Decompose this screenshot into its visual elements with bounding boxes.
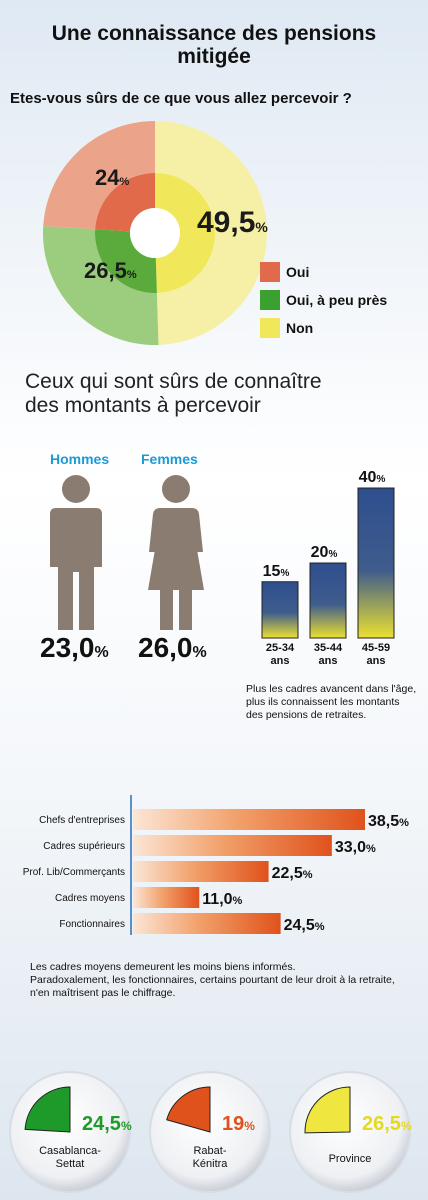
- section-heading-line-2: des montants à percevoir: [25, 394, 261, 417]
- title-line-1: Une connaissance des pensions: [51, 22, 377, 45]
- legend-label-apeupres: Oui, à peu près: [286, 292, 388, 308]
- profession-bar-label: Cadres moyens: [55, 893, 125, 904]
- donut-value-apeupres: 26,5: [84, 258, 127, 283]
- age-bar-value: 20%: [311, 544, 338, 561]
- donut-value-oui: 24: [95, 165, 120, 190]
- age-note-line-1: Plus les cadres avancent dans l'âge,: [246, 683, 417, 695]
- age-bar-label: 45-59: [362, 642, 390, 654]
- donut-label-apeupres: 26,5%: [84, 258, 137, 283]
- age-bar-label-unit: ans: [319, 655, 338, 667]
- age-note-line-3: des pensions de retraites.: [246, 709, 367, 721]
- title-line-2: mitigée: [177, 45, 251, 68]
- profession-bar-value: 22,5%: [272, 865, 313, 882]
- region-value: 24,5%: [82, 1113, 132, 1135]
- profession-note-line-2: Paradoxalement, les fonctionnaires, cert…: [30, 974, 395, 986]
- legend-label-oui: Oui: [286, 264, 310, 280]
- age-bar-label-unit: ans: [367, 655, 386, 667]
- profession-bar-value: 24,5%: [284, 917, 325, 934]
- legend-item-apeupres: Oui, à peu près: [260, 290, 387, 310]
- age-bar-value: 15%: [263, 563, 290, 580]
- profession-note: Les cadres moyens demeurent les moins bi…: [30, 961, 410, 1000]
- profession-bar-chart: Chefs d'entreprises 38,5% Cadres supérieur…: [23, 795, 409, 935]
- man-head: [62, 475, 90, 503]
- profession-bar: [133, 887, 200, 908]
- man-body: [50, 508, 102, 630]
- donut-hole: [130, 208, 180, 258]
- region-wedge: [24, 1086, 71, 1133]
- legend-swatch-oui: [260, 262, 280, 282]
- age-bar: [309, 562, 347, 639]
- profession-bar-label: Cadres supérieurs: [43, 841, 125, 852]
- men-value-number: 23,0: [40, 632, 95, 663]
- region-label: Rabat-: [193, 1145, 226, 1157]
- age-bar-label: 35-44: [314, 642, 343, 654]
- woman-head: [162, 475, 190, 503]
- donut-chart: [43, 121, 268, 345]
- profession-bar: [133, 913, 281, 934]
- region-wedge: [304, 1086, 351, 1134]
- age-bar-label: 25-34: [266, 642, 295, 654]
- age-note-line-2: plus ils connaissent les montants: [246, 696, 400, 708]
- region-chart: 24,5% Casablanca-Settat 19% Rabat-Kénitra 26…: [9, 1071, 412, 1193]
- legend-swatch-apeupres: [260, 290, 280, 310]
- region-label-line-2: Kénitra: [193, 1158, 229, 1170]
- age-bar: [261, 581, 299, 639]
- women-value: 26,0%: [138, 632, 207, 663]
- region-value: 19%: [222, 1113, 255, 1135]
- region-label: Casablanca-: [39, 1145, 101, 1157]
- section-heading-line-1: Ceux qui sont sûrs de connaître: [25, 370, 322, 393]
- donut-outer-slice-2: [155, 121, 268, 345]
- donut-label-non: 49,5%: [197, 206, 268, 239]
- donut-inner-slice-1: [94, 229, 157, 293]
- page-title: Une connaissance des pensions mitigée: [0, 22, 428, 68]
- man-icon: [50, 475, 102, 630]
- donut-outer-slice-1: [43, 225, 159, 345]
- men-value: 23,0%: [40, 632, 109, 663]
- women-value-number: 26,0: [138, 632, 193, 663]
- profession-note-line-3: n'en maîtrisent pas le chiffrage.: [30, 987, 176, 999]
- donut-outer-slice-0: [43, 121, 155, 230]
- woman-icon: [148, 475, 204, 630]
- profession-bar-value: 33,0%: [335, 839, 376, 856]
- region-value: 26,5%: [362, 1113, 412, 1135]
- region-wedge: [166, 1086, 211, 1133]
- legend-swatch-non: [260, 318, 280, 338]
- profession-bar: [133, 835, 332, 856]
- age-bar-value: 40%: [359, 469, 386, 486]
- section-heading: Ceux qui sont sûrs de connaître des mont…: [25, 370, 405, 418]
- region-label-line-2: Settat: [56, 1158, 85, 1170]
- profession-bar: [133, 861, 269, 882]
- donut-inner-slice-2: [155, 173, 216, 293]
- legend-item-oui: Oui: [260, 262, 309, 282]
- profession-bar-label: Fonctionnaires: [59, 919, 125, 930]
- profession-bar-value: 11,0%: [202, 891, 242, 908]
- legend-item-non: Non: [260, 318, 313, 338]
- donut-question: Etes-vous sûrs de ce que vous allez perc…: [10, 90, 352, 107]
- legend-label-non: Non: [286, 320, 314, 336]
- age-bar: [357, 487, 395, 639]
- profession-bar-value: 38,5%: [368, 813, 409, 830]
- age-note: Plus les cadres avancent dans l'âge, plu…: [246, 683, 426, 722]
- woman-body: [148, 508, 204, 630]
- men-label: Hommes: [50, 451, 110, 467]
- profession-note-line-1: Les cadres moyens demeurent les moins bi…: [30, 961, 296, 973]
- region-label: Province: [329, 1153, 372, 1165]
- age-bar-label-unit: ans: [271, 655, 290, 667]
- donut-inner-slice-0: [95, 173, 155, 232]
- profession-bar: [133, 809, 365, 830]
- profession-bar-label: Prof. Lib/Commerçants: [23, 867, 125, 878]
- donut-label-oui: 24%: [95, 165, 130, 190]
- women-label: Femmes: [141, 451, 198, 467]
- donut-value-non: 49,5: [197, 206, 256, 239]
- profession-bar-label: Chefs d'entreprises: [39, 815, 125, 826]
